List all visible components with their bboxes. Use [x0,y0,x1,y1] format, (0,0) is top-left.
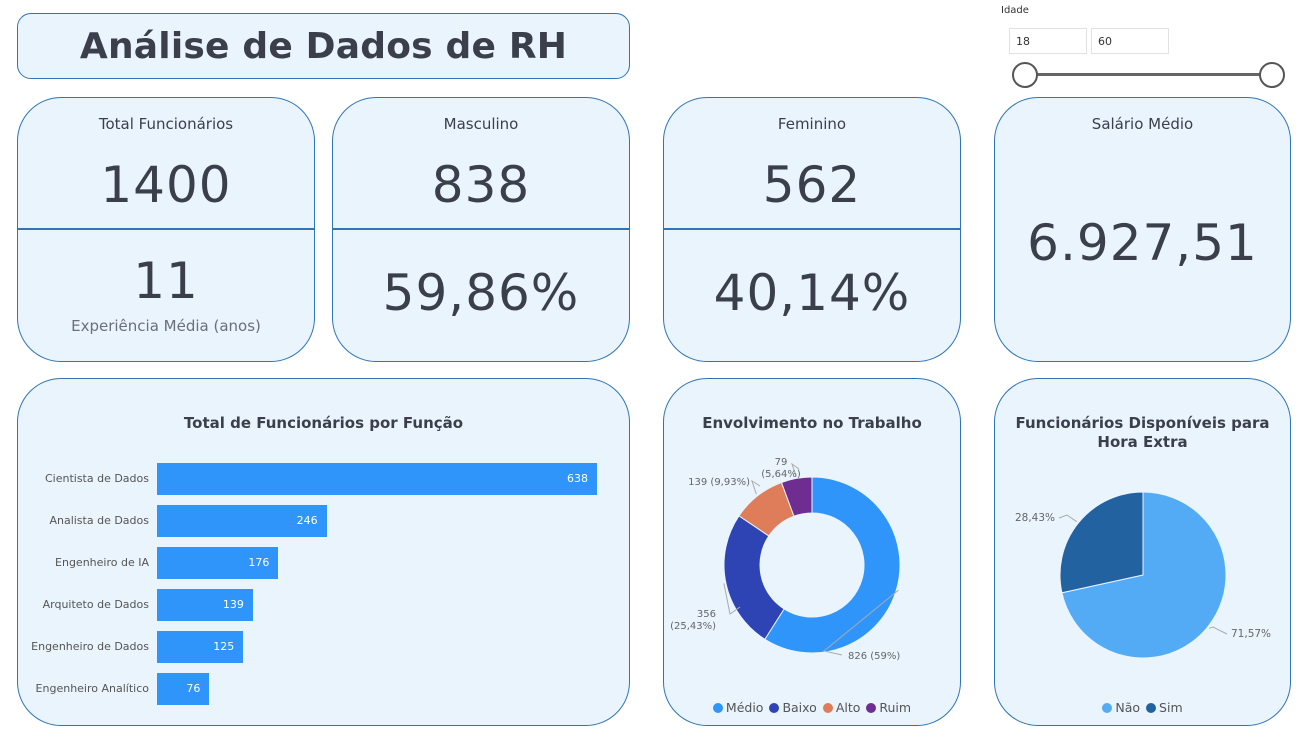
pie-data-label: 28,43% [1015,512,1055,524]
overtime-pie-chart: 71,57% 28,43% [1015,491,1271,659]
kpi-female-title: Feminino [777,115,847,133]
legend-dot [769,703,780,713]
donut-data-label: 356 (25,43%) [670,609,716,632]
kpi-female-card: Feminino 562 40,14% [663,97,961,362]
bar-value-label: 125 [213,640,235,653]
kpi-salary-card: Salário Médio 6.927,51 [994,97,1291,362]
bar-value-label: 76 [186,682,201,695]
bar-value-label: 638 [567,472,588,485]
bar-category-label: Analista de Dados [49,514,149,527]
kpi-total-card: Total Funcionários 1400 11 Experiência M… [17,97,315,362]
bar-category-label: Arquiteto de Dados [42,598,149,611]
bar-value-label: 139 [222,598,244,611]
legend-item[interactable]: Sim [1146,700,1183,715]
kpi-experience-value: 11 [133,252,199,310]
donut-leader-line [751,479,761,495]
age-slicer-label: Idade [1001,5,1029,16]
kpi-salary-value: 6.927,51 [1027,214,1258,272]
kpi-female-value: 562 [762,156,862,214]
pie-slice[interactable] [1059,491,1144,594]
engagement-chart-title: Envolvimento no Trabalho [702,414,922,432]
role-chart-title: Total de Funcionários por Função [183,414,464,432]
engagement-chart-card: Envolvimento no Trabalho 826 (59%) 356 (25… [663,378,961,726]
bar[interactable] [157,547,279,579]
page-title: Análise de Dados de RH [79,25,568,67]
pie-leader-line [1058,514,1078,523]
donut-leader-line [723,583,741,615]
kpi-male-title: Masculino [443,115,519,133]
kpi-male-value: 838 [431,156,531,214]
kpi-salary-title: Salário Médio [1091,115,1194,133]
legend-item[interactable]: Baixo [769,700,817,715]
engagement-legend: Médio Baixo Alto Ruim [664,700,960,715]
legend-label: Alto [835,700,861,715]
bar-value-label: 176 [248,556,270,569]
legend-label: Não [1115,700,1141,715]
engagement-donut-chart: 826 (59%) 356 (25,43%) 139 (9,93%) 79 (5,64%) [670,457,901,662]
donut-slice[interactable] [780,476,813,517]
legend-item[interactable]: Não [1102,700,1140,715]
overtime-chart-card: Funcionários Disponíveis para Hora Extra… [994,378,1291,726]
donut-leader-line [822,589,899,656]
donut-slice[interactable] [723,515,785,640]
legend-dot [1102,703,1113,713]
bar-category-label: Engenheiro Analítico [35,682,149,695]
age-min-input[interactable]: 18 [1009,28,1087,54]
donut-data-label: 139 (9,93%) [688,477,750,488]
pie-data-label: 71,57% [1231,628,1271,640]
kpi-experience-label: Experiência Média (anos) [71,317,261,335]
donut-slice[interactable] [764,476,901,654]
kpi-female-percent: 40,14% [713,264,911,322]
kpi-total-value: 1400 [100,156,232,214]
legend-label: Baixo [782,700,817,715]
legend-dot [866,703,877,713]
overtime-legend: Não Sim [995,700,1290,715]
bar[interactable] [157,463,597,495]
age-slider-track[interactable] [1024,73,1272,76]
donut-data-label: 826 (59%) [848,651,900,662]
legend-label: Ruim [879,700,912,715]
bar-value-label: 246 [296,514,318,527]
overtime-chart-title: Funcionários Disponíveis para Hora Extra [1015,414,1270,451]
kpi-male-card: Masculino 838 59,86% [332,97,630,362]
bar-category-label: Engenheiro de Dados [31,640,149,653]
legend-label: Sim [1159,700,1183,715]
bar[interactable] [157,589,253,621]
legend-dot [1146,703,1157,713]
pie-slice[interactable] [1061,491,1227,659]
kpi-total-divider [18,228,314,230]
donut-leader-line [791,462,800,477]
age-slider-max-handle[interactable] [1259,62,1285,88]
age-max-input[interactable]: 60 [1091,28,1169,54]
legend-dot [712,703,723,713]
bar[interactable] [157,673,210,705]
bar[interactable] [157,505,327,537]
bar[interactable] [157,631,244,663]
kpi-total-title: Total Funcionários [98,115,234,133]
legend-item[interactable]: Ruim [866,700,911,715]
dashboard-title-box: Análise de Dados de RH [17,13,630,79]
donut-data-label: 79 (5,64%) [761,457,801,480]
age-slider-min-handle[interactable] [1012,62,1038,88]
kpi-male-percent: 59,86% [382,264,580,322]
bar-category-label: Engenheiro de IA [55,556,149,569]
kpi-male-divider [333,228,629,230]
legend-dot [822,703,833,713]
pie-leader-line [1209,626,1228,635]
legend-item[interactable]: Médio [712,700,764,715]
bar-category-label: Cientista de Dados [44,472,149,485]
kpi-female-divider [664,228,960,230]
role-bar-chart-card: Total de Funcionários por Função Cientis… [17,378,630,726]
legend-item[interactable]: Alto [822,700,861,715]
legend-label: Médio [725,700,764,715]
